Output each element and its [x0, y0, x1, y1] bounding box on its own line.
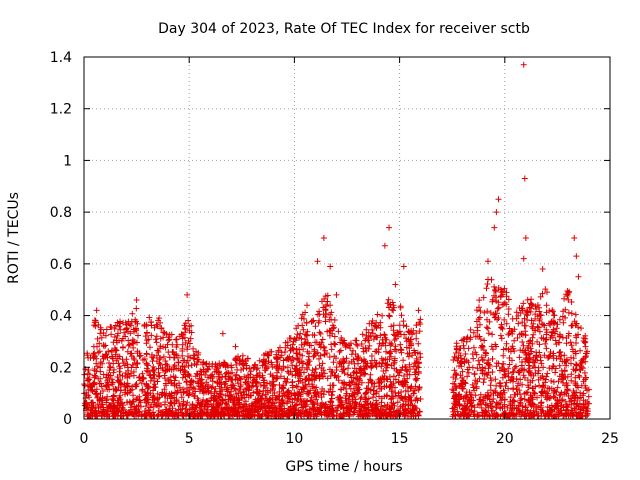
x-tick-labels: 0 5 10 15 20 25	[80, 431, 619, 447]
y-tick-label: 1	[63, 153, 72, 169]
outlier-marker	[304, 302, 311, 309]
outlier-point	[495, 196, 502, 203]
outlier-marker	[381, 242, 388, 249]
y-tick-label: 0.8	[50, 205, 72, 221]
outlier-point	[575, 273, 582, 280]
outlier-point	[219, 330, 226, 337]
outlier-point	[320, 235, 327, 241]
outlier-marker	[571, 235, 578, 241]
outlier-point	[484, 258, 491, 265]
outlier-marker	[521, 175, 528, 182]
point-cloud-markers	[81, 276, 592, 420]
outlier-point	[232, 343, 239, 350]
outlier-point	[415, 307, 422, 314]
outlier-marker	[520, 61, 527, 68]
x-axis-label: GPS time / hours	[285, 459, 402, 475]
outlier-point	[184, 291, 191, 298]
outlier-point	[386, 224, 393, 231]
outlier-point	[133, 297, 140, 304]
plot-frame	[83, 56, 611, 420]
outlier-point	[522, 235, 529, 241]
outlier-marker	[392, 281, 399, 288]
grid-lines	[84, 57, 610, 419]
outlier-marker	[575, 273, 582, 280]
outlier-point	[304, 302, 311, 309]
outlier-point	[314, 258, 321, 265]
chart-title: Day 304 of 2023, Rate Of TEC Index for r…	[158, 21, 530, 37]
axis-ticks	[83, 56, 611, 420]
outlier-point	[573, 253, 580, 260]
outlier-point	[521, 175, 528, 182]
outlier-marker	[327, 263, 334, 270]
outlier-marker	[520, 255, 527, 262]
outlier-marker	[386, 224, 393, 231]
outlier-point	[571, 235, 578, 241]
outlier-marker	[484, 258, 491, 265]
y-tick-label: 0.2	[50, 360, 72, 376]
outlier-point	[93, 307, 100, 314]
outlier-marker	[133, 297, 140, 304]
y-axis-label: ROTI / TECUs	[6, 192, 22, 284]
outlier-marker	[400, 263, 407, 270]
outlier-marker	[320, 235, 327, 241]
outlier-marker	[93, 307, 100, 314]
outlier-point	[381, 242, 388, 249]
outlier-point	[520, 61, 527, 68]
x-tick-label: 10	[285, 431, 303, 447]
outlier-point	[400, 263, 407, 270]
outlier-point	[493, 209, 500, 216]
outlier-marker	[415, 307, 422, 314]
x-tick-label: 15	[391, 431, 409, 447]
point-cloud	[81, 276, 592, 420]
outlier-marker	[522, 235, 529, 241]
y-tick-label: 1.2	[50, 102, 72, 118]
outlier-marker	[232, 343, 239, 350]
outlier-point	[327, 263, 334, 270]
outlier-marker	[219, 330, 226, 337]
y-tick-label: 0	[63, 412, 72, 428]
outlier-point	[333, 291, 340, 298]
y-tick-label: 0.6	[50, 257, 72, 273]
outlier-point	[539, 266, 546, 273]
y-tick-label: 1.4	[50, 50, 72, 66]
outlier-marker	[573, 253, 580, 260]
x-tick-label: 20	[496, 431, 514, 447]
outlier-point	[491, 224, 498, 231]
x-tick-label: 0	[80, 431, 89, 447]
y-tick-labels: 0 0.2 0.4 0.6 0.8 1 1.2 1.4	[50, 50, 72, 428]
outlier-marker	[184, 291, 191, 298]
x-tick-label: 25	[601, 431, 619, 447]
outlier-marker	[539, 266, 546, 273]
outlier-marker	[495, 196, 502, 203]
outlier-point	[392, 281, 399, 288]
outlier-marker	[314, 258, 321, 265]
x-tick-label: 5	[185, 431, 194, 447]
outlier-marker	[493, 209, 500, 216]
outlier-marker	[491, 224, 498, 231]
y-tick-label: 0.4	[50, 309, 72, 325]
outlier-marker	[333, 291, 340, 298]
data-points	[81, 61, 592, 420]
outlier-point	[520, 255, 527, 262]
